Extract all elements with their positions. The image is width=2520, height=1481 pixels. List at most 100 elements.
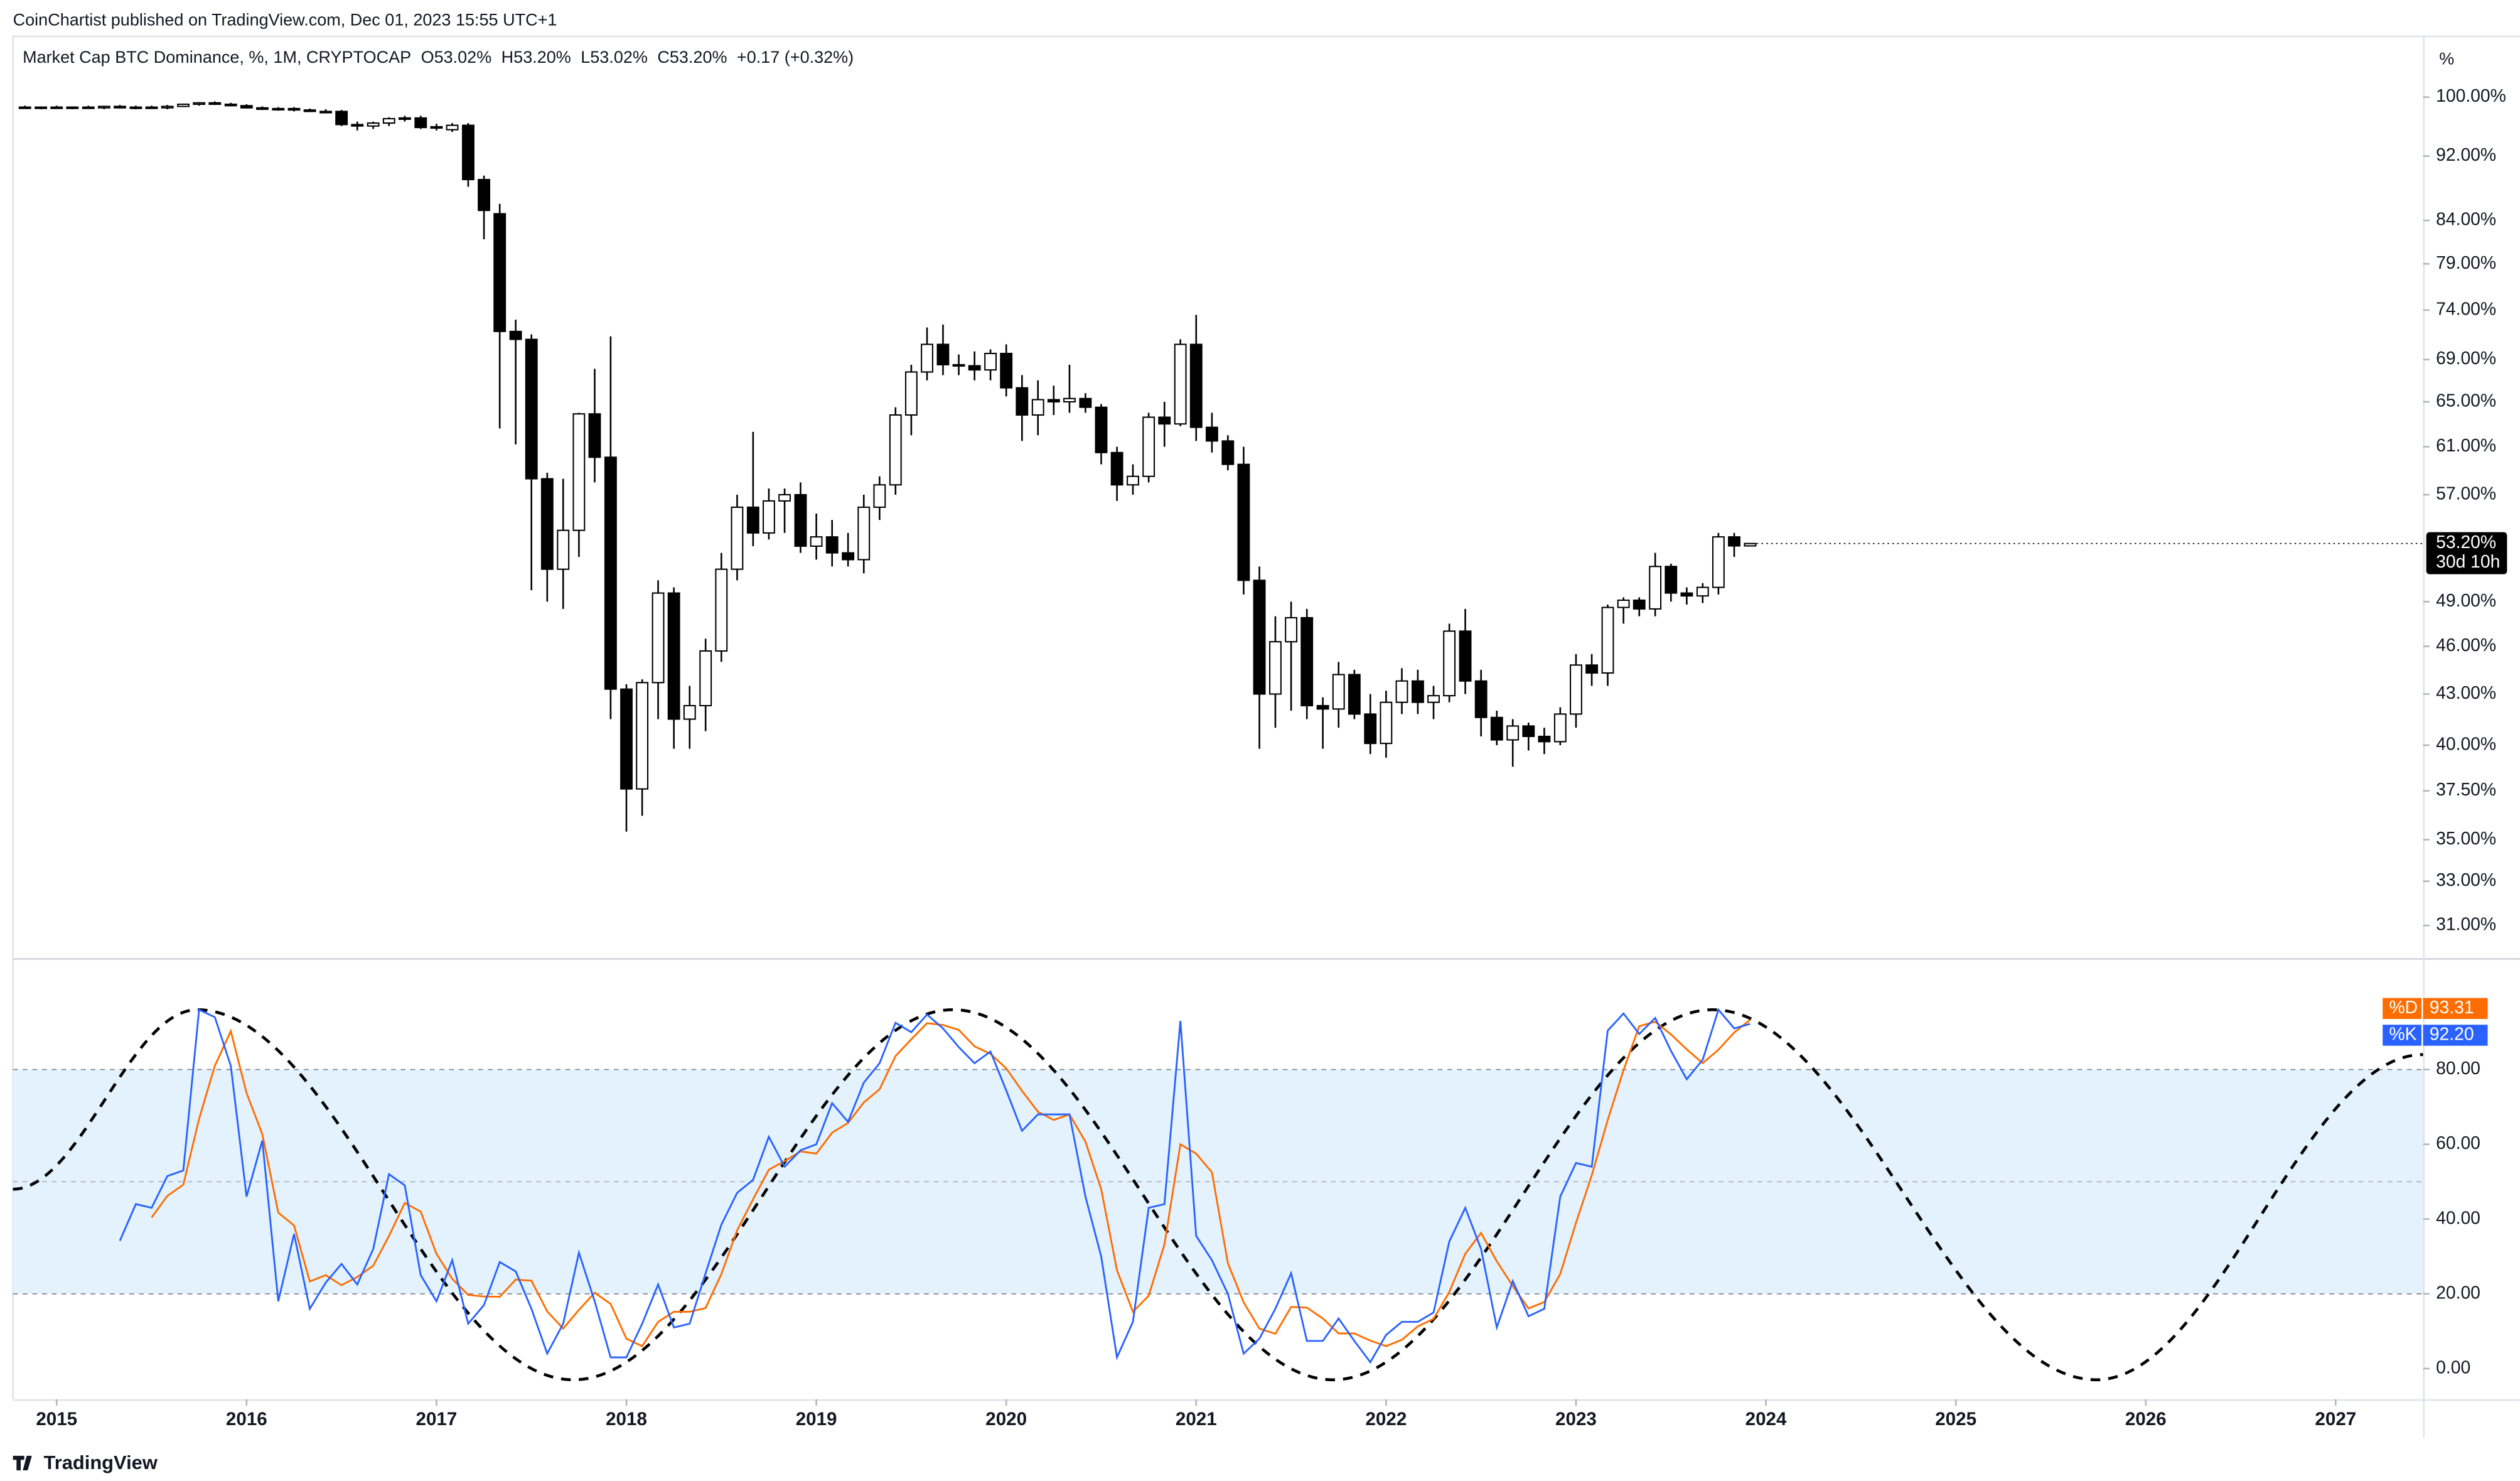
candle-body — [1427, 695, 1440, 703]
candle-body — [50, 106, 63, 109]
series-name: %D — [2389, 997, 2418, 1017]
ohlc-label: C53.20% — [657, 48, 727, 67]
candle-body — [1443, 630, 1456, 697]
candle-body — [778, 493, 791, 502]
candle-body — [683, 704, 696, 720]
x-tick-label: 2022 — [1365, 1409, 1407, 1430]
y-tick-label: 31.00% — [2436, 914, 2496, 934]
y-tick-label: 46.00% — [2436, 635, 2496, 655]
candle-body — [1316, 704, 1329, 710]
candle-body — [699, 650, 712, 707]
candle-body — [1601, 606, 1614, 674]
candle-body — [382, 118, 395, 124]
candle-body — [588, 413, 601, 458]
candle-body — [825, 536, 839, 554]
candle-body — [256, 107, 269, 110]
candle-body — [1158, 416, 1171, 425]
candle-body — [794, 493, 807, 547]
y-tick-label: 37.50% — [2436, 779, 2496, 799]
candle-body — [335, 110, 348, 126]
candle-body — [936, 343, 950, 365]
candle-body — [446, 124, 459, 131]
ohlc-label: H53.20% — [501, 48, 571, 67]
candle-body — [1237, 463, 1250, 581]
series-value-box — [2423, 998, 2488, 1020]
candle-body — [1364, 713, 1377, 745]
y-tick-label: 92.00% — [2436, 144, 2496, 164]
candle-body — [1189, 343, 1203, 428]
candle-body — [1221, 440, 1235, 465]
candle-body — [557, 529, 570, 570]
last-value-label: 53.20% — [2436, 532, 2496, 552]
candle-body — [1506, 725, 1520, 741]
candle-body — [667, 592, 680, 720]
candle-body — [97, 105, 110, 109]
candle-body — [145, 106, 158, 109]
y-tick-label: 20.00 — [2436, 1282, 2480, 1302]
series-name-box — [2383, 1025, 2421, 1046]
candle-body — [351, 124, 364, 127]
candle-body — [287, 107, 301, 111]
candle-body — [1395, 680, 1408, 703]
candle-body — [272, 107, 285, 110]
candle-body — [1142, 416, 1155, 477]
candle-body — [921, 343, 933, 373]
x-tick-label: 2026 — [2125, 1409, 2167, 1430]
candle-body — [1047, 399, 1060, 403]
candle-body — [1300, 617, 1314, 707]
candle-body — [478, 178, 490, 212]
candle-body — [1031, 399, 1044, 416]
candle-body — [810, 536, 823, 547]
x-tick-label: 2017 — [416, 1409, 458, 1430]
footer-logo: TradingView — [13, 1451, 158, 1473]
candle-body — [367, 122, 380, 127]
footer-brand: TradingView — [44, 1451, 158, 1473]
candle-body — [1079, 397, 1092, 408]
symbol-title: Market Cap BTC Dominance, %, 1M, CRYPTOC… — [23, 48, 411, 67]
candle-body — [82, 106, 95, 109]
candle-body — [968, 365, 981, 371]
candle-body — [620, 688, 633, 790]
candle-body — [952, 364, 965, 367]
candle-body — [1110, 451, 1123, 486]
cycle-line — [13, 1008, 2423, 1382]
x-tick-label: 2019 — [796, 1409, 837, 1430]
candle-body — [842, 552, 855, 561]
candle-body — [873, 484, 886, 508]
x-tick-label: 2020 — [985, 1409, 1027, 1430]
candle-body — [889, 414, 902, 486]
candle-body — [1522, 725, 1535, 738]
axis-unit: % — [2439, 49, 2454, 68]
candle-body — [1253, 579, 1266, 695]
candle-body — [1016, 387, 1029, 416]
candle-body — [904, 371, 918, 416]
candle-body — [1728, 536, 1740, 547]
x-tick-label: 2023 — [1555, 1409, 1597, 1430]
candle-body — [193, 102, 206, 105]
series-value-box — [2423, 1025, 2488, 1046]
candle-body — [35, 106, 48, 109]
y-tick-label: 33.00% — [2436, 870, 2496, 890]
y-tick-label: 40.00 — [2436, 1207, 2480, 1227]
candle-body — [1538, 735, 1551, 743]
y-tick-label: 84.00% — [2436, 209, 2496, 229]
change-label: +0.17 (+0.32%) — [737, 48, 854, 67]
candle-body — [857, 506, 871, 561]
candle-body — [572, 413, 586, 531]
candle-body — [651, 592, 665, 684]
candle-body — [1411, 680, 1424, 703]
x-tick-label: 2025 — [1935, 1409, 1976, 1430]
candle-body — [1712, 536, 1725, 588]
candle-body — [1174, 343, 1187, 425]
candle-body — [129, 106, 142, 109]
candle-body — [430, 126, 443, 129]
candle-body — [1127, 475, 1139, 486]
candle-body — [224, 104, 237, 107]
candle-body — [984, 352, 997, 371]
series-name-box — [2383, 998, 2421, 1020]
candle-body — [1269, 641, 1282, 695]
ohlc-label: O53.02% — [421, 48, 492, 67]
candle-body — [1490, 716, 1503, 741]
candle-body — [1474, 680, 1488, 718]
